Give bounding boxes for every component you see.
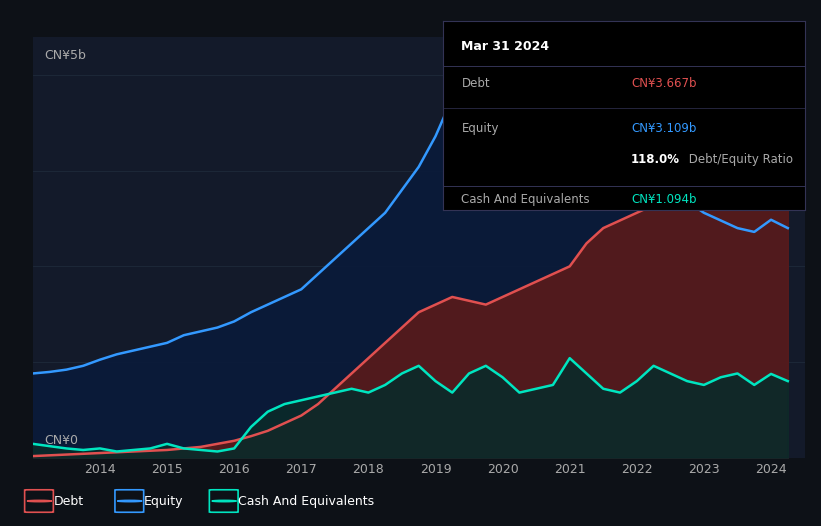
- FancyBboxPatch shape: [115, 490, 144, 512]
- Text: 118.0%: 118.0%: [631, 153, 680, 166]
- FancyBboxPatch shape: [209, 490, 238, 512]
- Circle shape: [117, 500, 142, 502]
- Text: Equity: Equity: [144, 494, 183, 508]
- Circle shape: [212, 500, 236, 502]
- Circle shape: [27, 500, 52, 502]
- Text: Debt: Debt: [53, 494, 84, 508]
- Text: Debt/Equity Ratio: Debt/Equity Ratio: [686, 153, 793, 166]
- FancyBboxPatch shape: [25, 490, 53, 512]
- Text: Debt: Debt: [461, 77, 490, 90]
- Text: Mar 31 2024: Mar 31 2024: [461, 40, 549, 53]
- Text: CN¥3.667b: CN¥3.667b: [631, 77, 697, 90]
- Text: CN¥1.094b: CN¥1.094b: [631, 193, 697, 206]
- Text: Equity: Equity: [461, 123, 499, 136]
- Text: CN¥3.109b: CN¥3.109b: [631, 123, 696, 136]
- Text: Cash And Equivalents: Cash And Equivalents: [461, 193, 590, 206]
- Text: CN¥5b: CN¥5b: [44, 49, 86, 63]
- Text: Cash And Equivalents: Cash And Equivalents: [238, 494, 374, 508]
- Text: CN¥0: CN¥0: [44, 434, 79, 447]
